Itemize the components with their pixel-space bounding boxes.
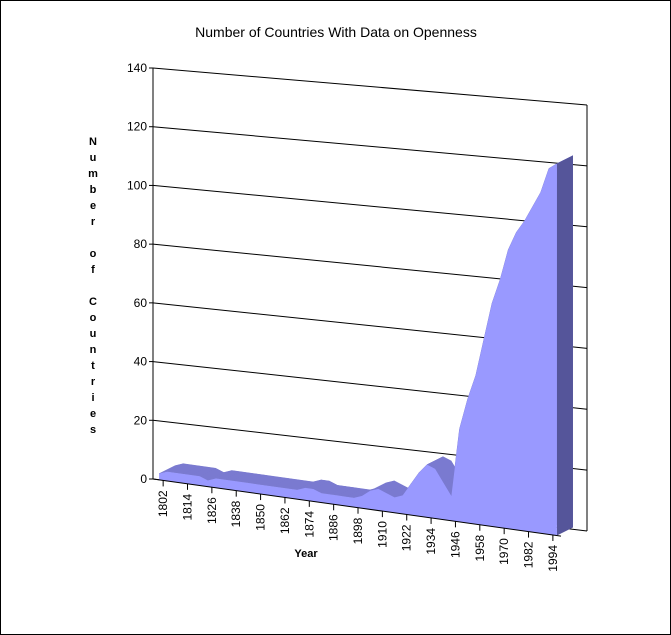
x-tick-label: 1946 xyxy=(448,531,462,558)
x-tick-label: 1802 xyxy=(156,490,170,517)
y-tick-label: 100 xyxy=(127,178,147,192)
x-tick-label: 1922 xyxy=(400,524,414,551)
x-tick-label: 1958 xyxy=(473,534,487,561)
x-tick-label: 1814 xyxy=(181,494,195,521)
y-tick-label: 120 xyxy=(127,120,147,134)
grid-line xyxy=(152,184,588,228)
x-tick-label: 1850 xyxy=(254,504,268,531)
x-tick-label: 1970 xyxy=(497,538,511,565)
x-tick-label: 1994 xyxy=(546,545,560,572)
x-axis-line xyxy=(152,478,562,537)
y-tick-label: 0 xyxy=(140,472,147,486)
chart-title: Number of Countries With Data on Opennes… xyxy=(195,24,477,40)
area-side xyxy=(556,155,573,536)
x-tick-label: 1826 xyxy=(205,497,219,524)
x-tick-label: 1934 xyxy=(424,528,438,555)
x-axis-title: Year xyxy=(294,548,318,560)
x-tick-label: 1982 xyxy=(522,541,536,568)
x-tick-label: 1898 xyxy=(351,517,365,544)
area xyxy=(159,163,557,536)
grid-line xyxy=(152,126,588,167)
x-tick-label: 1910 xyxy=(375,521,389,548)
y-tick-label: 20 xyxy=(134,413,148,427)
x-tick-label: 1838 xyxy=(229,500,243,527)
y-tick-label: 80 xyxy=(134,237,148,251)
y-axis-title: Number of Countries xyxy=(87,136,99,440)
y-tick-label: 60 xyxy=(134,296,148,310)
y-tick-label: 140 xyxy=(127,61,147,75)
y-tick-label: 40 xyxy=(134,355,148,369)
x-tick-label: 1886 xyxy=(327,514,341,541)
grid-line xyxy=(152,67,588,106)
x-tick-label: 1874 xyxy=(302,511,316,538)
x-tick-label: 1862 xyxy=(278,507,292,534)
